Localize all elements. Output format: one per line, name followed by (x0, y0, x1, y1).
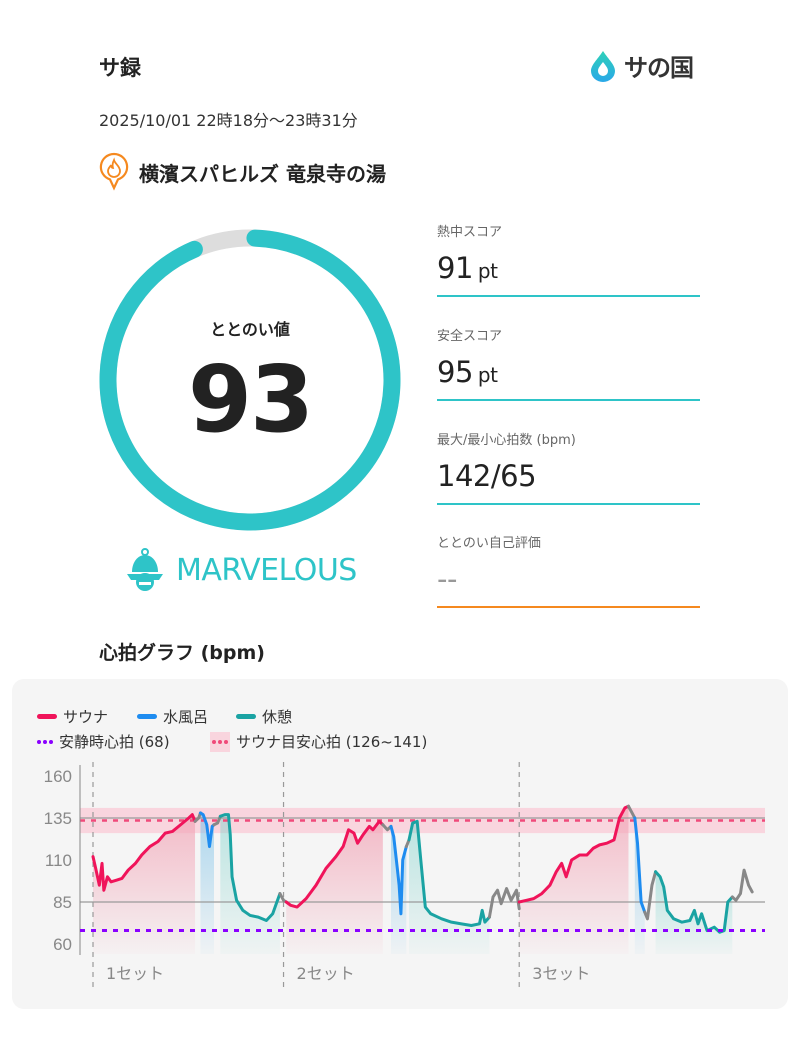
totonoi-value: 93 (187, 346, 314, 453)
set-label: 2セット (297, 964, 355, 983)
stat-label: 熱中スコア (437, 225, 503, 240)
cold-line (389, 824, 408, 916)
sauna-line (284, 819, 385, 909)
rank-badge: MARVELOUS (124, 548, 357, 592)
legend-label: 休憩 (262, 708, 293, 726)
facility-name: 横濱スパヒルズ 竜泉寺の湯 (139, 161, 386, 186)
rest-area (220, 814, 280, 954)
rest-swatch (236, 714, 256, 719)
y-tick-label: 135 (44, 809, 72, 828)
water-drop-icon (591, 50, 615, 82)
sauna-area (93, 814, 196, 954)
flame-pin-icon (99, 152, 129, 191)
sauna-hat-icon (127, 548, 163, 591)
divider (437, 399, 700, 401)
set-label: 1セット (106, 964, 164, 983)
cold-area (200, 812, 215, 954)
session-datetime: 2025/10/01 22時18分〜23時31分 (99, 111, 358, 130)
legend-resting-hr: 安静時心拍 (68) (37, 731, 170, 752)
sauna-swatch (37, 714, 57, 719)
legend-cold: 水風呂 (137, 706, 208, 727)
rest-line (218, 813, 282, 922)
heart-rate-chart-card: 160 135 110 85 60 1セット 2セット 3セット サウナ 水風呂 休憩 安静時… (12, 679, 788, 1009)
stat-value: -- (437, 562, 457, 596)
target-swatch (210, 731, 230, 752)
brand-logo: サの国 (588, 48, 694, 83)
rest-line (407, 819, 491, 928)
legend-label: 安静時心拍 (68) (59, 733, 170, 751)
divider (437, 606, 700, 608)
transition-line (730, 868, 754, 902)
sauna-line (91, 813, 197, 892)
facility[interactable]: 横濱スパヒルズ 竜泉寺の湯 (99, 152, 386, 192)
stat-heat-score: 熱中スコア 91 pt (437, 221, 700, 297)
rank-text: MARVELOUS (176, 552, 357, 588)
divider (437, 503, 700, 505)
y-tick-label: 160 (44, 767, 72, 786)
legend-label: サウナ目安心拍 (126~141) (236, 733, 428, 751)
y-tick-label: 85 (53, 893, 72, 912)
stat-value: 95 (437, 355, 473, 389)
transition-line (643, 870, 658, 921)
stat-label: 安全スコア (437, 329, 503, 344)
rest-area (409, 821, 490, 954)
stat-value: 142/65 (437, 459, 537, 493)
sauna-line (517, 804, 630, 904)
stat-safety-score: 安全スコア 95 pt (437, 325, 700, 401)
legend-sauna: サウナ (37, 706, 108, 727)
legend-target-hr: サウナ目安心拍 (126~141) (210, 731, 427, 752)
transition-line (212, 814, 222, 827)
totonoi-label: ととのい値 (210, 320, 290, 339)
stat-self-rating[interactable]: ととのい自己評価 -- (437, 532, 700, 608)
stat-unit: pt (477, 363, 498, 387)
transition-line (487, 887, 521, 919)
graph-title: 心拍グラフ (bpm) (99, 642, 265, 664)
legend-label: サウナ (63, 708, 109, 726)
stat-label: ととのい自己評価 (437, 536, 541, 551)
set-label: 3セット (532, 964, 590, 983)
y-tick-label: 110 (45, 851, 72, 870)
cold-line (198, 811, 216, 849)
stat-unit: pt (477, 259, 498, 283)
totonoi-progress-arc (99, 229, 401, 531)
legend-label: 水風呂 (163, 708, 209, 726)
sauna-area (286, 821, 383, 954)
stat-value: 91 (437, 251, 473, 285)
stat-label: 最大/最小心拍数 (bpm) (437, 433, 576, 448)
cold-swatch (137, 714, 157, 719)
transition-line (193, 811, 202, 823)
totonoi-ring (99, 229, 401, 531)
resting-swatch (37, 739, 53, 744)
stat-heart-rate: 最大/最小心拍数 (bpm) 142/65 (437, 429, 700, 505)
divider (437, 295, 700, 297)
logo-text: サの国 (624, 54, 694, 82)
heart-rate-chart: 160 135 110 85 60 1セット 2セット 3セット (44, 762, 765, 990)
sauna-area (519, 806, 629, 954)
cold-line (633, 816, 647, 914)
app-title: サ録 (99, 56, 141, 80)
transition-line (626, 804, 637, 820)
legend-rest: 休憩 (236, 706, 292, 727)
y-tick-label: 60 (53, 935, 72, 954)
